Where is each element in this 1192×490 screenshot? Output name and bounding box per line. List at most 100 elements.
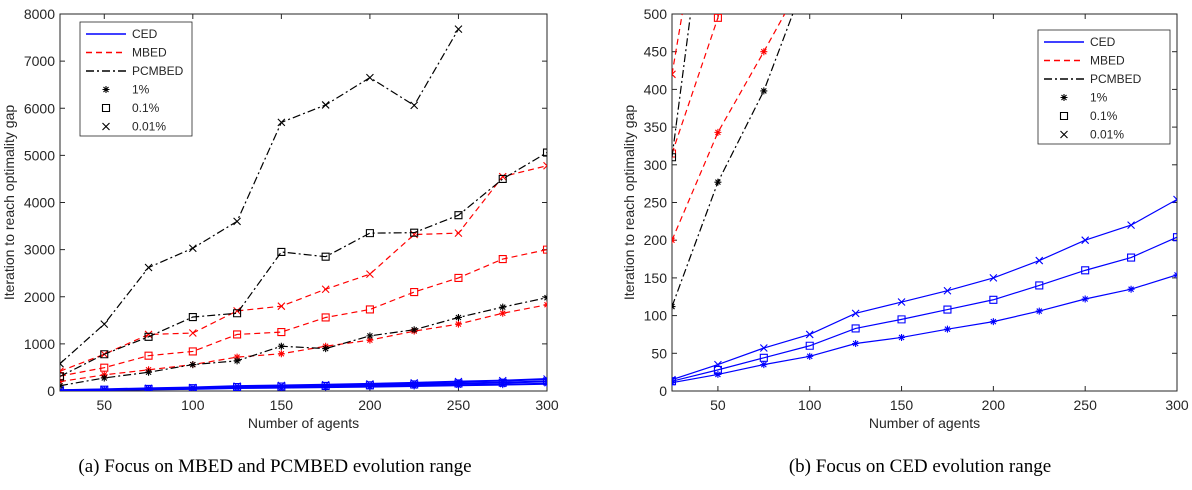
series-line bbox=[60, 28, 459, 365]
y-tick-label: 300 bbox=[644, 157, 668, 173]
y-tick-label: 0 bbox=[659, 383, 667, 399]
y-tick-label: 250 bbox=[644, 195, 668, 211]
data-point bbox=[1081, 236, 1090, 245]
data-point bbox=[672, 375, 676, 384]
data-point bbox=[100, 350, 109, 359]
data-point bbox=[943, 286, 952, 295]
data-point bbox=[672, 303, 676, 311]
data-point bbox=[714, 370, 722, 378]
data-point bbox=[233, 217, 241, 226]
data-point bbox=[145, 368, 153, 376]
data-point bbox=[277, 118, 286, 127]
data-point bbox=[805, 330, 814, 339]
data-point bbox=[321, 252, 330, 261]
data-point bbox=[366, 383, 374, 391]
data-point bbox=[499, 309, 507, 317]
data-point bbox=[144, 351, 153, 360]
data-point bbox=[233, 383, 242, 391]
legend-label: 0.01% bbox=[132, 120, 166, 134]
data-point bbox=[1035, 307, 1043, 315]
data-point bbox=[410, 101, 419, 110]
y-tick-label: 3000 bbox=[24, 242, 55, 258]
data-point bbox=[498, 376, 507, 385]
data-point bbox=[410, 380, 419, 389]
series-line bbox=[672, 14, 786, 241]
data-point bbox=[714, 178, 722, 186]
data-point bbox=[542, 148, 547, 157]
data-point bbox=[543, 161, 547, 170]
data-point bbox=[499, 381, 507, 389]
data-point bbox=[366, 270, 374, 279]
data-point bbox=[144, 384, 153, 391]
data-point bbox=[806, 352, 814, 360]
data-point bbox=[454, 211, 463, 220]
data-point bbox=[454, 377, 463, 386]
data-point bbox=[233, 309, 242, 318]
data-point bbox=[188, 384, 197, 391]
legend-marker bbox=[101, 103, 111, 113]
data-point bbox=[498, 255, 507, 264]
data-point bbox=[499, 303, 507, 311]
data-point bbox=[1035, 281, 1044, 290]
data-point bbox=[144, 330, 153, 339]
data-point bbox=[672, 236, 676, 244]
legend-label: 0.01% bbox=[1090, 128, 1124, 142]
data-point bbox=[498, 172, 507, 181]
data-point bbox=[233, 357, 241, 365]
x-tick-label: 100 bbox=[798, 397, 822, 413]
data-point bbox=[366, 73, 374, 82]
legend-label: MBED bbox=[132, 46, 167, 60]
data-point bbox=[713, 14, 722, 22]
data-point bbox=[366, 332, 374, 340]
data-point bbox=[144, 384, 153, 391]
data-point bbox=[233, 330, 242, 339]
y-tick-label: 4000 bbox=[24, 195, 55, 211]
data-point bbox=[60, 382, 64, 390]
data-point bbox=[989, 274, 998, 282]
series-line bbox=[60, 304, 547, 383]
data-point bbox=[542, 377, 547, 386]
data-point bbox=[321, 313, 330, 322]
y-axis-label: Iteration to reach optimality gap bbox=[621, 105, 637, 301]
data-point bbox=[989, 295, 998, 304]
data-point bbox=[188, 312, 197, 322]
data-point bbox=[277, 382, 286, 391]
data-point bbox=[144, 263, 153, 272]
legend-label: 1% bbox=[132, 83, 150, 97]
data-point bbox=[410, 228, 419, 237]
series-line bbox=[672, 236, 1177, 382]
data-point bbox=[233, 382, 241, 391]
y-tick-label: 400 bbox=[644, 81, 668, 97]
legend-marker bbox=[1060, 94, 1068, 101]
data-point bbox=[714, 360, 722, 369]
y-tick-label: 1000 bbox=[24, 336, 55, 352]
data-point bbox=[1127, 253, 1136, 262]
x-tick-label: 200 bbox=[358, 397, 382, 413]
data-point bbox=[805, 341, 814, 350]
legend-box bbox=[79, 21, 193, 137]
data-point bbox=[277, 302, 286, 311]
data-point bbox=[1172, 233, 1177, 242]
data-point bbox=[366, 336, 374, 344]
legend-label: PCMBED bbox=[1090, 72, 1142, 86]
plot-content bbox=[60, 25, 547, 391]
legend-label: CED bbox=[132, 27, 158, 41]
data-point bbox=[759, 344, 768, 352]
data-point bbox=[233, 353, 241, 361]
series-line bbox=[672, 274, 1177, 384]
data-point bbox=[366, 380, 374, 388]
y-tick-label: 50 bbox=[651, 345, 667, 361]
legend-label: 1% bbox=[1090, 91, 1108, 105]
data-point bbox=[1081, 295, 1089, 303]
data-point bbox=[898, 333, 906, 341]
y-tick-label: 7000 bbox=[24, 53, 55, 69]
data-point bbox=[277, 381, 286, 390]
data-point bbox=[498, 174, 507, 183]
y-axis-label: Iteration to reach optimality gap bbox=[1, 105, 17, 301]
legend-label: 0.1% bbox=[1090, 109, 1118, 123]
data-point bbox=[714, 128, 722, 136]
legend-label: MBED bbox=[1090, 54, 1125, 68]
data-point bbox=[100, 385, 109, 391]
legend-marker bbox=[1059, 111, 1069, 121]
series-line bbox=[60, 297, 547, 387]
